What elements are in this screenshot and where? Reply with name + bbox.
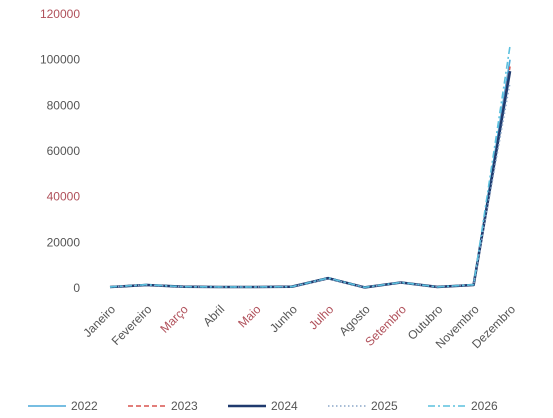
x-tick-label: Março xyxy=(157,302,191,336)
legend-label-2023: 2023 xyxy=(171,399,198,413)
x-tick-label: Maio xyxy=(235,302,264,331)
y-axis-ticks: 0 20000 40000 60000 80000 100000 120000 xyxy=(40,7,80,295)
series-line-2023 xyxy=(109,66,511,289)
y-tick-label: 40000 xyxy=(47,190,81,204)
series-line-2025 xyxy=(109,82,511,289)
series-line-2024 xyxy=(109,70,512,289)
x-tick-label: Abril xyxy=(200,302,227,329)
series-line-2026 xyxy=(109,45,511,289)
y-tick-label: 0 xyxy=(73,281,80,295)
legend-label-2024: 2024 xyxy=(271,399,298,413)
legend-label-2022: 2022 xyxy=(71,399,98,413)
y-tick-label: 120000 xyxy=(40,7,80,21)
legend: 2022 2023 2024 2025 2026 xyxy=(28,399,498,413)
y-tick-label: 100000 xyxy=(40,53,80,67)
legend-label-2025: 2025 xyxy=(371,399,398,413)
legend-label-2026: 2026 xyxy=(471,399,498,413)
y-tick-label: 20000 xyxy=(47,235,81,249)
x-tick-label: Julho xyxy=(306,302,336,332)
x-tick-label: Fevereiro xyxy=(109,302,155,348)
plot-area xyxy=(109,45,512,289)
x-tick-label: Junho xyxy=(267,302,300,335)
y-tick-label: 60000 xyxy=(47,144,81,158)
y-tick-label: 80000 xyxy=(47,98,81,112)
series-line-2022 xyxy=(109,59,511,289)
